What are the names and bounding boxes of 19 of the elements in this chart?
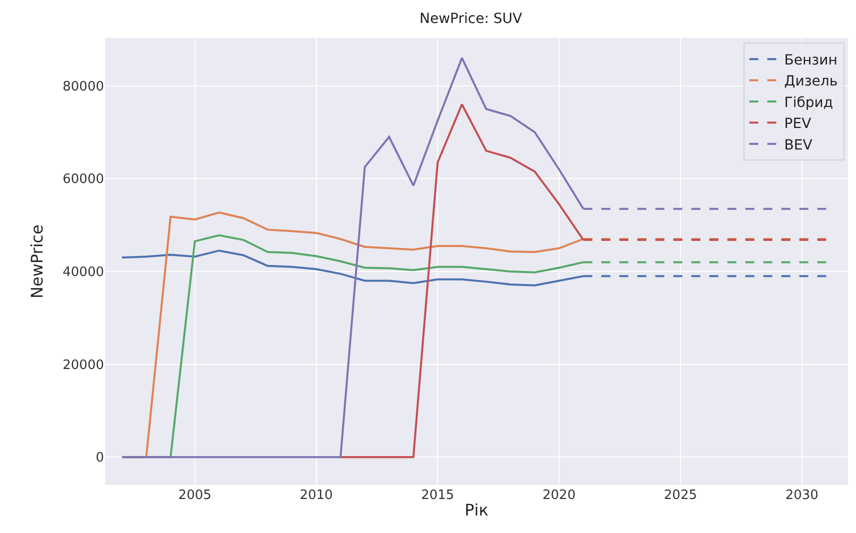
x-tick-label: 2015 xyxy=(421,488,454,503)
y-tick-label: 0 xyxy=(96,450,104,466)
legend-label: Дизель xyxy=(784,74,838,90)
legend-label: PEV xyxy=(784,116,812,132)
x-tick-label: 2025 xyxy=(664,488,698,503)
y-tick-label: 40000 xyxy=(62,265,104,280)
legend-label: BEV xyxy=(784,137,813,154)
y-tick-label: 20000 xyxy=(62,358,104,373)
x-tick-label: 2020 xyxy=(542,488,576,503)
y-axis-title: NewPrice xyxy=(28,224,47,298)
y-tick-label: 80000 xyxy=(62,79,104,94)
legend-label: Гібрид xyxy=(784,94,834,111)
chart-title: NewPrice: SUV xyxy=(420,11,522,28)
legend-label: Бензин xyxy=(784,52,838,69)
x-tick-label: 2005 xyxy=(178,488,212,503)
x-tick-label: 2010 xyxy=(300,488,333,503)
y-tick-label: 60000 xyxy=(62,172,104,188)
x-axis-title: Рік xyxy=(464,500,489,520)
x-tick-label: 2030 xyxy=(785,488,818,503)
